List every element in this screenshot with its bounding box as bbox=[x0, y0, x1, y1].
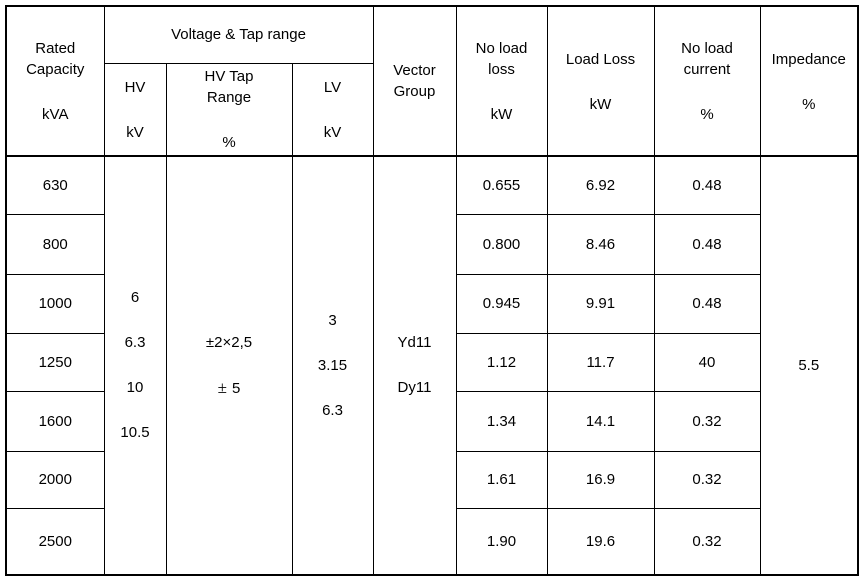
header-no-load-loss: No load loss kW bbox=[455, 5, 548, 157]
header-rated-capacity: Rated Capacity kVA bbox=[5, 5, 105, 157]
load-loss-cell: 19.6 bbox=[546, 507, 655, 576]
capacity-cell: 2500 bbox=[5, 507, 105, 576]
load-loss-cell: 16.9 bbox=[546, 450, 655, 509]
hv-tap-value: ±2×2,5 bbox=[205, 333, 253, 351]
load-loss-cell: 8.46 bbox=[546, 213, 655, 275]
table-row-2000: 2000 1.61 16.9 0.32 bbox=[5, 450, 858, 509]
hv-tap-merged-cell: ±2×2,5 ±5 bbox=[165, 155, 293, 576]
table-row-1600: 1600 1.34 14.1 0.32 bbox=[5, 390, 858, 452]
no-load-current-cell: 0.32 bbox=[653, 390, 761, 452]
header-rated-capacity-unit: kVA bbox=[42, 106, 69, 123]
header-lv-unit: kV bbox=[323, 123, 342, 141]
capacity-cell: 800 bbox=[5, 213, 105, 275]
hv-tap-value: ±5 bbox=[217, 377, 241, 398]
capacity-cell: 630 bbox=[5, 155, 105, 215]
capacity-cell: 2000 bbox=[5, 450, 105, 509]
table-row-1000: 1000 0.945 9.91 0.48 bbox=[5, 273, 858, 334]
no-load-loss-cell: 1.34 bbox=[455, 390, 548, 452]
impedance-merged-cell: 5.5 bbox=[759, 155, 859, 576]
header-impedance-unit: % bbox=[802, 95, 816, 113]
header-no-load-loss-unit: kW bbox=[490, 106, 513, 123]
header-impedance: Impedance % bbox=[759, 5, 859, 157]
hv-value: 6 bbox=[130, 289, 140, 306]
transformer-spec-table: Rated Capacity kVA Voltage & Tap range V… bbox=[5, 5, 859, 576]
header-hv-tap-range-unit: % bbox=[222, 134, 236, 152]
header-no-load-current-label: No load current bbox=[681, 40, 733, 78]
header-hv-unit: kV bbox=[126, 123, 144, 141]
no-load-loss-cell: 0.655 bbox=[455, 155, 548, 215]
no-load-loss-cell: 1.12 bbox=[455, 332, 548, 392]
header-hv-label: HV bbox=[124, 78, 146, 96]
no-load-current-cell: 40 bbox=[653, 332, 761, 392]
header-voltage-tap-range: Voltage & Tap range bbox=[103, 5, 374, 64]
plus-minus-symbol: ± bbox=[217, 377, 227, 397]
no-load-current-cell: 0.32 bbox=[653, 450, 761, 509]
hv-tap-number: 5 bbox=[232, 379, 241, 397]
header-hv-tap-range-label: HV Tap Range bbox=[204, 68, 254, 107]
no-load-current-cell: 0.48 bbox=[653, 155, 761, 215]
table-row-630: 630 6 6.3 10 10.5 ±2×2,5 ±5 bbox=[5, 155, 859, 576]
header-hv: HV kV bbox=[103, 62, 167, 157]
header-vector-group: Vector Group bbox=[372, 5, 457, 157]
header-impedance-label: Impedance bbox=[771, 50, 846, 68]
table-row-1250: 1250 1.12 11.7 40 bbox=[5, 332, 858, 392]
header-no-load-current: No load current % bbox=[653, 5, 761, 157]
load-loss-cell: 9.91 bbox=[546, 273, 655, 334]
capacity-cell: 1000 bbox=[5, 273, 105, 334]
table-row-800: 800 0.800 8.46 0.48 bbox=[5, 213, 858, 275]
no-load-current-cell: 0.32 bbox=[653, 507, 761, 576]
header-load-loss-label: Load Loss bbox=[565, 50, 636, 68]
vector-group-merged-cell: Yd11 Dy11 bbox=[372, 155, 457, 576]
header-vector-group-label: Vector Group bbox=[393, 62, 436, 100]
header-no-load-current-unit: % bbox=[700, 106, 714, 123]
header-load-loss-unit: kW bbox=[589, 95, 612, 113]
table-row-2500: 2500 1.90 19.6 0.32 bbox=[5, 507, 858, 576]
header-hv-tap-range: HV Tap Range % bbox=[165, 62, 293, 157]
hv-value: 10 bbox=[126, 379, 144, 396]
header-no-load-loss-label: No load loss bbox=[475, 40, 528, 78]
vector-group-value: Dy11 bbox=[397, 379, 432, 396]
header-load-loss: Load Loss kW bbox=[546, 5, 655, 157]
lv-merged-cell: 3 3.15 6.3 bbox=[291, 155, 374, 576]
header-rated-capacity-label: Rated Capacity bbox=[26, 40, 85, 78]
load-loss-cell: 11.7 bbox=[546, 332, 655, 392]
no-load-loss-cell: 0.945 bbox=[455, 273, 548, 334]
header-lv: LV kV bbox=[291, 62, 374, 157]
no-load-loss-cell: 1.90 bbox=[455, 507, 548, 576]
capacity-cell: 1250 bbox=[5, 332, 105, 392]
hv-value: 6.3 bbox=[124, 334, 146, 351]
no-load-current-cell: 0.48 bbox=[653, 273, 761, 334]
lv-value: 3.15 bbox=[317, 356, 348, 374]
hv-merged-cell: 6 6.3 10 10.5 bbox=[103, 155, 167, 576]
no-load-loss-cell: 0.800 bbox=[455, 213, 548, 275]
load-loss-cell: 14.1 bbox=[546, 390, 655, 452]
vector-group-value: Yd11 bbox=[397, 334, 432, 351]
load-loss-cell: 6.92 bbox=[546, 155, 655, 215]
lv-value: 6.3 bbox=[322, 401, 343, 419]
no-load-loss-cell: 1.61 bbox=[455, 450, 548, 509]
hv-value: 10.5 bbox=[120, 424, 150, 441]
capacity-cell: 1600 bbox=[5, 390, 105, 452]
no-load-current-cell: 0.48 bbox=[653, 213, 761, 275]
lv-value: 3 bbox=[328, 311, 337, 329]
header-lv-label: LV bbox=[323, 78, 342, 96]
